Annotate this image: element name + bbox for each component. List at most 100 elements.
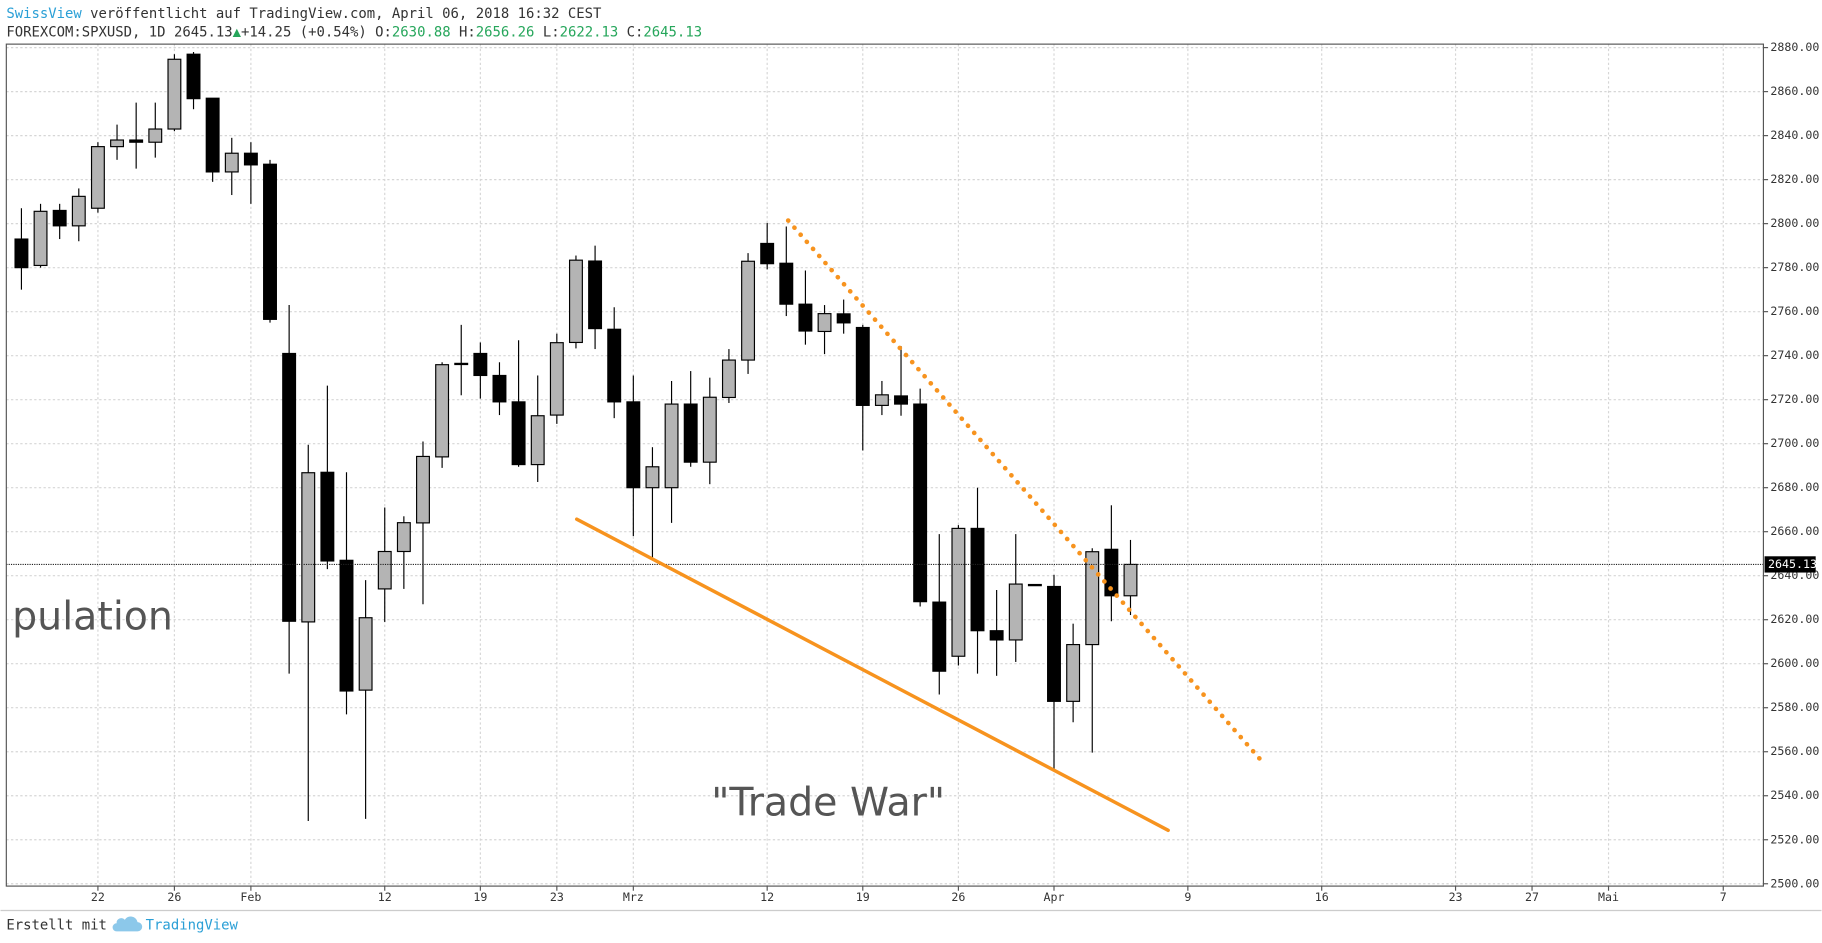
candle-body — [33, 210, 48, 267]
trendline — [574, 517, 1170, 833]
candle-body — [1008, 583, 1023, 641]
l-label: L: — [543, 25, 560, 41]
candle-body — [167, 58, 182, 130]
x-tick-label: Mai — [1598, 890, 1619, 904]
h-value: 2656.26 — [476, 25, 535, 41]
candle-body — [186, 53, 201, 100]
candle-body — [511, 401, 526, 466]
candle-body — [1104, 548, 1119, 597]
candle-body — [473, 352, 488, 377]
candle-body — [263, 163, 277, 320]
arrow: ▲ — [233, 25, 242, 41]
candle-body — [282, 352, 297, 622]
candle-body — [989, 630, 1004, 641]
y-tick-label: 2880.00 — [1770, 40, 1819, 54]
y-tick-label: 2520.00 — [1770, 832, 1819, 846]
candle-body — [530, 415, 545, 466]
drawings: 2645.13 — [6, 218, 1817, 833]
y-tick-label: 2820.00 — [1770, 172, 1819, 186]
candle-body — [970, 527, 985, 632]
y-tick-label: 2540.00 — [1770, 788, 1819, 802]
x-tick-label: 19 — [856, 890, 870, 904]
logo — [112, 916, 143, 932]
plot-frame — [5, 43, 1764, 887]
candle-body — [645, 466, 660, 489]
author: SwissView — [6, 6, 82, 22]
candle-body — [664, 403, 679, 489]
o-label: O: — [375, 25, 392, 41]
x-tick-label: 26 — [951, 890, 965, 904]
candle-body — [741, 260, 756, 361]
y-tick-label: 2840.00 — [1770, 128, 1819, 142]
candle-body — [358, 617, 373, 691]
candle-body — [549, 342, 564, 416]
y-tick-label: 2560.00 — [1770, 744, 1819, 758]
candle-body — [129, 139, 144, 143]
x-tick-label: Feb — [240, 890, 261, 904]
y-tick-label: 2660.00 — [1770, 524, 1819, 538]
candle-body — [913, 403, 928, 603]
candle-body — [1123, 563, 1138, 597]
l-value: 2622.13 — [560, 25, 619, 41]
candle-body — [454, 362, 469, 366]
y-tick-label: 2600.00 — [1770, 656, 1819, 670]
header-line-2: FOREXCOM:SPXUSD, 1D 2645.13▲+14.25 (+0.5… — [6, 25, 702, 41]
y-tick-label: 2760.00 — [1770, 304, 1819, 318]
y-tick-label: 2500.00 — [1770, 876, 1819, 890]
footer-text: Erstellt mit — [6, 918, 107, 934]
candle-body — [205, 97, 220, 173]
y-tick-label: 2860.00 — [1770, 84, 1819, 98]
x-tick-label: 22 — [91, 890, 105, 904]
candle-body — [301, 472, 316, 623]
candle-body — [243, 152, 258, 166]
candle-body — [932, 601, 947, 672]
x-tick-label: 27 — [1525, 890, 1539, 904]
y-tick-label: 2800.00 — [1770, 216, 1819, 230]
candle-body — [1027, 583, 1042, 587]
candle-body — [339, 559, 354, 692]
change: +14.25 (+0.54%) — [241, 25, 367, 41]
x-tick-label: 12 — [760, 890, 774, 904]
y-tick-label: 2580.00 — [1770, 700, 1819, 714]
candle-body — [71, 195, 86, 227]
candle-body — [798, 303, 813, 332]
y-tick-label: 2680.00 — [1770, 480, 1819, 494]
footer-brand[interactable]: TradingView — [146, 918, 239, 934]
candle-body — [951, 527, 966, 657]
header-line-1: SwissView veröffentlicht auf TradingView… — [6, 6, 602, 22]
candle-body — [14, 238, 29, 269]
candle-body — [836, 313, 851, 324]
x-tick-label: 23 — [550, 890, 564, 904]
published: veröffentlicht auf TradingView.com, Apri… — [90, 6, 602, 22]
y-tick-label: 2740.00 — [1770, 348, 1819, 362]
y-tick-label: 2780.00 — [1770, 260, 1819, 274]
candle-body — [1047, 585, 1061, 702]
candle-body — [1066, 643, 1081, 702]
candle-body — [855, 326, 870, 406]
candle-body — [721, 359, 736, 399]
candle-body — [377, 550, 392, 590]
x-tick-label: 23 — [1449, 890, 1463, 904]
y-tick-label: 2620.00 — [1770, 612, 1819, 626]
last-price: 2645.13 — [174, 25, 233, 41]
trendline — [785, 218, 1267, 767]
candle-body — [435, 364, 450, 458]
y-tick-label: 2720.00 — [1770, 392, 1819, 406]
candle-body — [396, 522, 411, 553]
c-label: C: — [627, 25, 644, 41]
candle-body — [110, 139, 125, 148]
candle-body — [894, 395, 908, 405]
candle-body — [683, 403, 698, 463]
annotation: "Trade War" — [711, 779, 945, 825]
o-value: 2630.88 — [392, 25, 451, 41]
x-tick-label: 19 — [473, 890, 487, 904]
candle-body — [224, 152, 239, 173]
x-tick-label: 12 — [378, 890, 392, 904]
x-tick-label: 9 — [1184, 890, 1191, 904]
candle-body — [90, 146, 105, 209]
candle-body — [626, 401, 641, 489]
candle-body — [148, 128, 163, 143]
candle-body — [416, 455, 430, 524]
